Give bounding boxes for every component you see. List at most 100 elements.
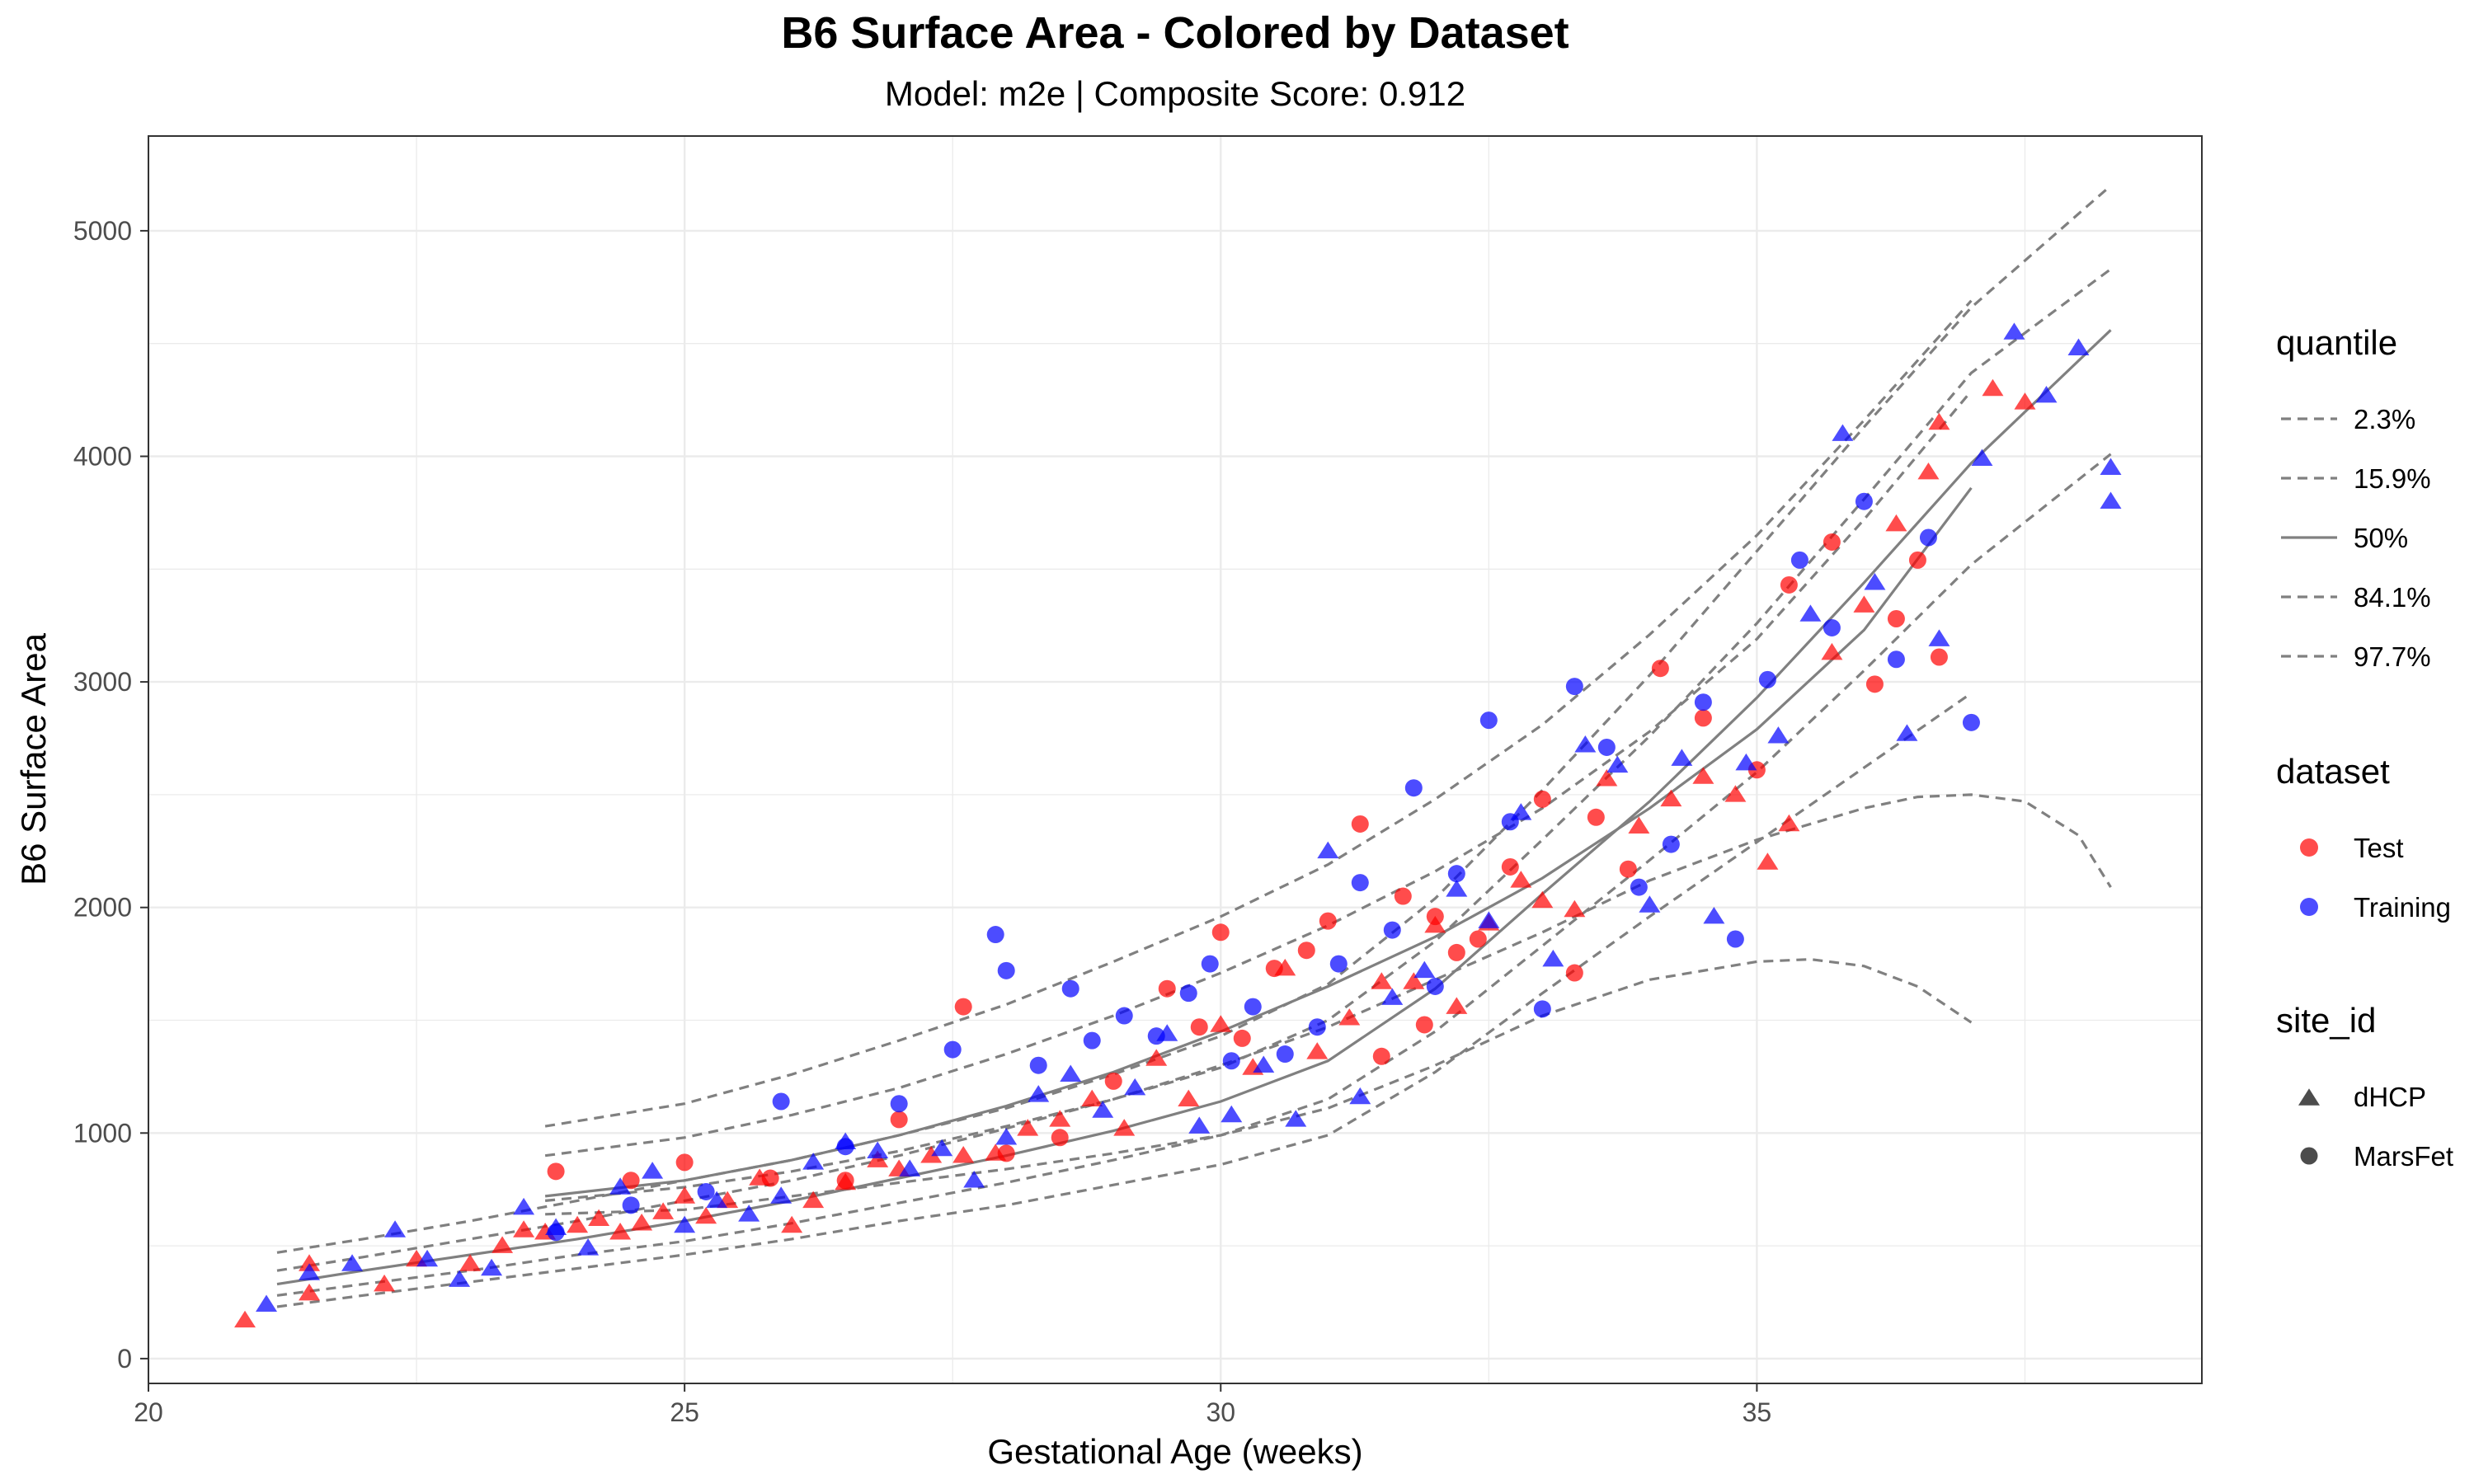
legend-label-dhcp: dHCP [2354,1082,2426,1112]
data-point-training-dhcp [770,1186,793,1204]
data-point-training-marsfet [1919,528,1937,547]
data-point-training-marsfet [1308,1018,1326,1036]
data-point-test-dhcp [2014,392,2036,410]
data-point-training-dhcp [1735,753,1757,771]
data-point-training-marsfet [1329,955,1348,973]
data-point-test-dhcp [1306,1042,1329,1059]
data-point-test-marsfet [1211,923,1230,942]
data-point-training-marsfet [1222,1052,1240,1070]
data-point-training-marsfet [997,961,1015,979]
data-point-training-marsfet [1115,1007,1133,1025]
data-point-training-marsfet [1083,1031,1101,1050]
data-point-test-marsfet [1908,551,1926,569]
data-point-test-dhcp [609,1222,632,1240]
data-point-training-dhcp [299,1263,321,1280]
data-point-training-marsfet [1404,779,1423,797]
data-point-test-marsfet [1394,887,1412,905]
gridlines [147,136,2202,1383]
data-point-test-dhcp [1531,890,1554,909]
quantile-curve-97.7pct-marsfet [544,299,1973,1128]
legend-label-15-9pct: 15.9% [2354,463,2431,494]
data-point-test-marsfet [761,1169,779,1187]
data-point-training-dhcp [1671,749,1693,766]
data-point-training-dhcp [1413,960,1436,979]
data-point-test-marsfet [1501,857,1519,876]
data-point-training-dhcp [1221,1105,1243,1123]
data-point-test-dhcp [1017,1119,1039,1136]
data-point-test-dhcp [567,1215,589,1233]
data-point-test-dhcp [1210,1015,1232,1032]
legend-label-training: Training [2354,892,2451,923]
x-axis-title: Gestational Age (weeks) [987,1432,1362,1471]
data-point-test-dhcp [1724,785,1747,802]
data-point-training-marsfet [1855,492,1873,510]
legend-label-84-1pct: 84.1% [2354,582,2431,613]
data-point-training-marsfet [1426,977,1444,995]
data-point-test-marsfet [1823,533,1841,551]
data-point-test-marsfet [1447,943,1465,961]
data-point-training-dhcp [2035,385,2058,403]
data-point-test-dhcp [374,1274,396,1292]
data-point-test-marsfet [1887,610,1905,628]
data-point-test-dhcp [299,1254,321,1271]
data-point-training-dhcp [1542,949,1564,967]
data-point-training-dhcp [416,1249,439,1267]
data-point-training-dhcp [1639,895,1661,913]
data-point-training-marsfet [1479,711,1498,730]
data-point-training-dhcp [1349,1087,1371,1105]
data-point-training-marsfet [1758,670,1776,688]
data-point-test-dhcp [1338,1008,1361,1026]
data-point-training-dhcp [449,1270,471,1287]
data-point-test-marsfet [622,1172,640,1190]
data-point-test-dhcp [1982,378,2004,397]
data-point-training-dhcp [577,1238,600,1256]
legend-key-site-marsfet [2300,1147,2318,1165]
data-point-training-dhcp [1864,573,1886,590]
data-point-training-dhcp [2003,322,2025,340]
data-point-test-dhcp [1660,789,1682,807]
data-point-test-dhcp [492,1236,514,1253]
y-tick-label: 2000 [73,893,132,923]
plot-panel-border [148,135,2203,1384]
x-tick-label: 35 [1743,1397,1772,1427]
data-point-test-marsfet [1930,648,1948,666]
data-point-training-marsfet [1447,865,1465,883]
data-point-training-dhcp [609,1177,632,1195]
data-point-training-marsfet [1201,955,1219,973]
data-point-test-marsfet [1372,1047,1390,1065]
data-point-test-dhcp [802,1190,825,1209]
legend-label-test: Test [2354,833,2404,863]
data-point-training-dhcp [2067,338,2090,355]
data-point-training-dhcp [706,1190,728,1209]
data-point-test-dhcp [1403,972,1425,989]
data-point-training-marsfet [772,1092,790,1111]
data-point-training-dhcp [802,1153,825,1170]
data-point-training-marsfet [1887,650,1905,669]
y-tick-label: 3000 [73,667,132,697]
legend-title-site-id: site_id [2276,1001,2376,1040]
data-point-training-dhcp [1253,1055,1275,1073]
data-point-training-marsfet [1694,693,1712,711]
data-point-test-dhcp [1081,1089,1103,1107]
data-point-training-dhcp [1478,911,1500,928]
data-point-test-marsfet [1104,1072,1122,1090]
data-point-test-dhcp [1917,462,1940,480]
data-point-training-marsfet [1383,921,1401,939]
legend-key-dataset-test [2300,838,2318,857]
chart-title: B6 Surface Area - Colored by Dataset [781,8,1569,58]
data-point-training-marsfet [1565,678,1583,696]
data-point-test-marsfet [954,998,972,1016]
data-point-training-marsfet [1351,874,1369,892]
data-point-training-dhcp [995,1128,1018,1145]
data-point-training-marsfet [1244,998,1262,1016]
data-point-test-marsfet [1297,942,1315,960]
data-point-training-dhcp [642,1162,664,1179]
data-point-test-marsfet [1619,860,1637,878]
data-point-test-dhcp [1853,595,1875,613]
data-point-training-dhcp [1767,726,1790,744]
data-point-test-marsfet [547,1162,565,1181]
data-point-training-marsfet [1630,878,1648,896]
data-point-test-marsfet [1694,709,1712,727]
data-point-test-dhcp [1510,871,1532,888]
quantile-curve-15.9pct-dhcp [276,453,2112,1297]
